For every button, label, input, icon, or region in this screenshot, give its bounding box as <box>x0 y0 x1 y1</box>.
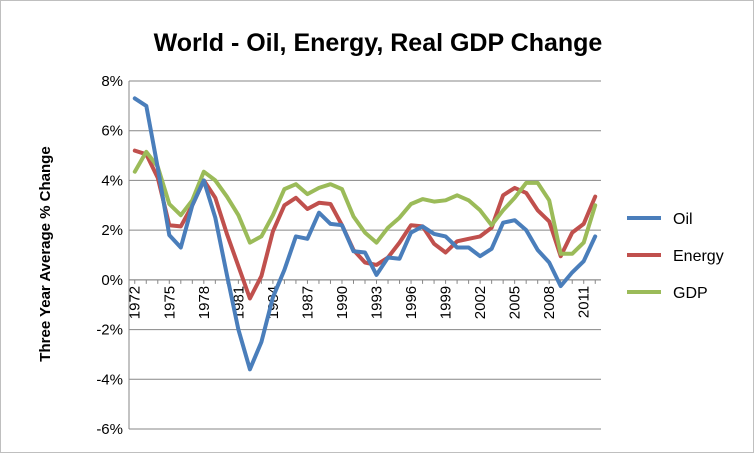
x-tick-label: 1975 <box>161 286 178 319</box>
legend-label-gdp: GDP <box>673 285 708 302</box>
y-tick-label: -6% <box>96 421 123 438</box>
x-tick-label: 1996 <box>403 286 420 319</box>
x-tick-label: 1993 <box>369 286 386 319</box>
x-tick-label: 1972 <box>127 286 144 319</box>
y-tick-label: 8% <box>101 73 123 90</box>
x-tick-label: 1999 <box>438 286 455 319</box>
y-tick-labels: 8% 6% 4% 2% 0% -2% -4% -6% <box>96 73 123 438</box>
y-tick-label: -4% <box>96 371 123 388</box>
series-line-gdp <box>132 149 598 256</box>
x-tick-label: 1978 <box>196 286 213 319</box>
legend-label-oil: Oil <box>673 211 693 228</box>
y-tick-label: 6% <box>101 123 123 140</box>
x-tick-label: 1990 <box>334 286 351 319</box>
legend-label-energy: Energy <box>673 248 724 265</box>
x-tick-labels: 1972 1975 1978 1981 1984 1987 1990 1993 1996 1999… <box>127 286 593 319</box>
y-axis-label: Three Year Average % Change <box>37 146 54 361</box>
y-tick-label: 0% <box>101 272 123 289</box>
x-tick-label: 2008 <box>541 286 558 319</box>
axes <box>128 81 601 429</box>
x-tick-label: 2002 <box>472 286 489 319</box>
chart-title: World - Oil, Energy, Real GDP Change <box>154 29 603 57</box>
y-tick-label: -2% <box>96 322 123 339</box>
y-tick-label: 2% <box>101 222 123 239</box>
x-tick-label: 1987 <box>299 286 316 319</box>
legend: Oil Energy GDP <box>627 211 724 302</box>
x-tick-label: 2005 <box>507 286 524 319</box>
series-line-oil <box>132 96 598 372</box>
y-tick-label: 4% <box>101 172 123 189</box>
series-lines <box>132 96 598 372</box>
x-tick-label: 2011 <box>576 286 593 318</box>
